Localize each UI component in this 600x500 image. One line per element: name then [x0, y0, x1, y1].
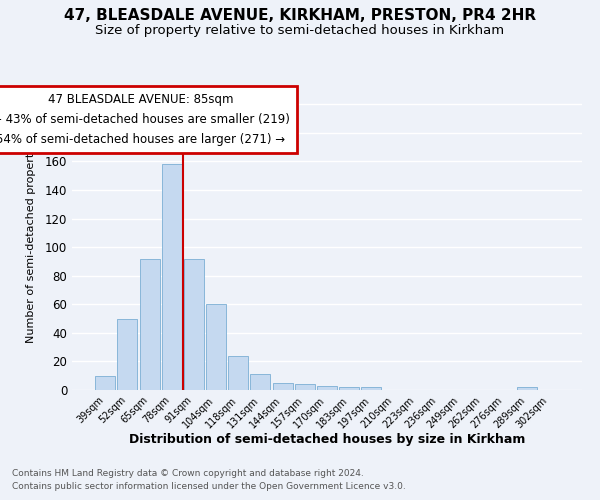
Bar [272, 383, 293, 390]
Bar [339, 387, 359, 390]
Bar [206, 304, 226, 390]
Bar [184, 258, 204, 390]
Text: 47, BLEASDALE AVENUE, KIRKHAM, PRESTON, PR4 2HR: 47, BLEASDALE AVENUE, KIRKHAM, PRESTON, … [64, 8, 536, 22]
Bar [317, 386, 337, 390]
Text: Size of property relative to semi-detached houses in Kirkham: Size of property relative to semi-detach… [95, 24, 505, 37]
Text: Distribution of semi-detached houses by size in Kirkham: Distribution of semi-detached houses by … [129, 432, 525, 446]
Bar [118, 318, 137, 390]
Text: Contains HM Land Registry data © Crown copyright and database right 2024.: Contains HM Land Registry data © Crown c… [12, 468, 364, 477]
Bar [162, 164, 182, 390]
Y-axis label: Number of semi-detached properties: Number of semi-detached properties [26, 137, 37, 343]
Bar [140, 258, 160, 390]
Bar [250, 374, 271, 390]
Text: Contains public sector information licensed under the Open Government Licence v3: Contains public sector information licen… [12, 482, 406, 491]
Bar [517, 387, 536, 390]
Text: 47 BLEASDALE AVENUE: 85sqm
← 43% of semi-detached houses are smaller (219)
54% o: 47 BLEASDALE AVENUE: 85sqm ← 43% of semi… [0, 93, 290, 146]
Bar [361, 387, 382, 390]
Bar [228, 356, 248, 390]
Bar [95, 376, 115, 390]
Bar [295, 384, 315, 390]
